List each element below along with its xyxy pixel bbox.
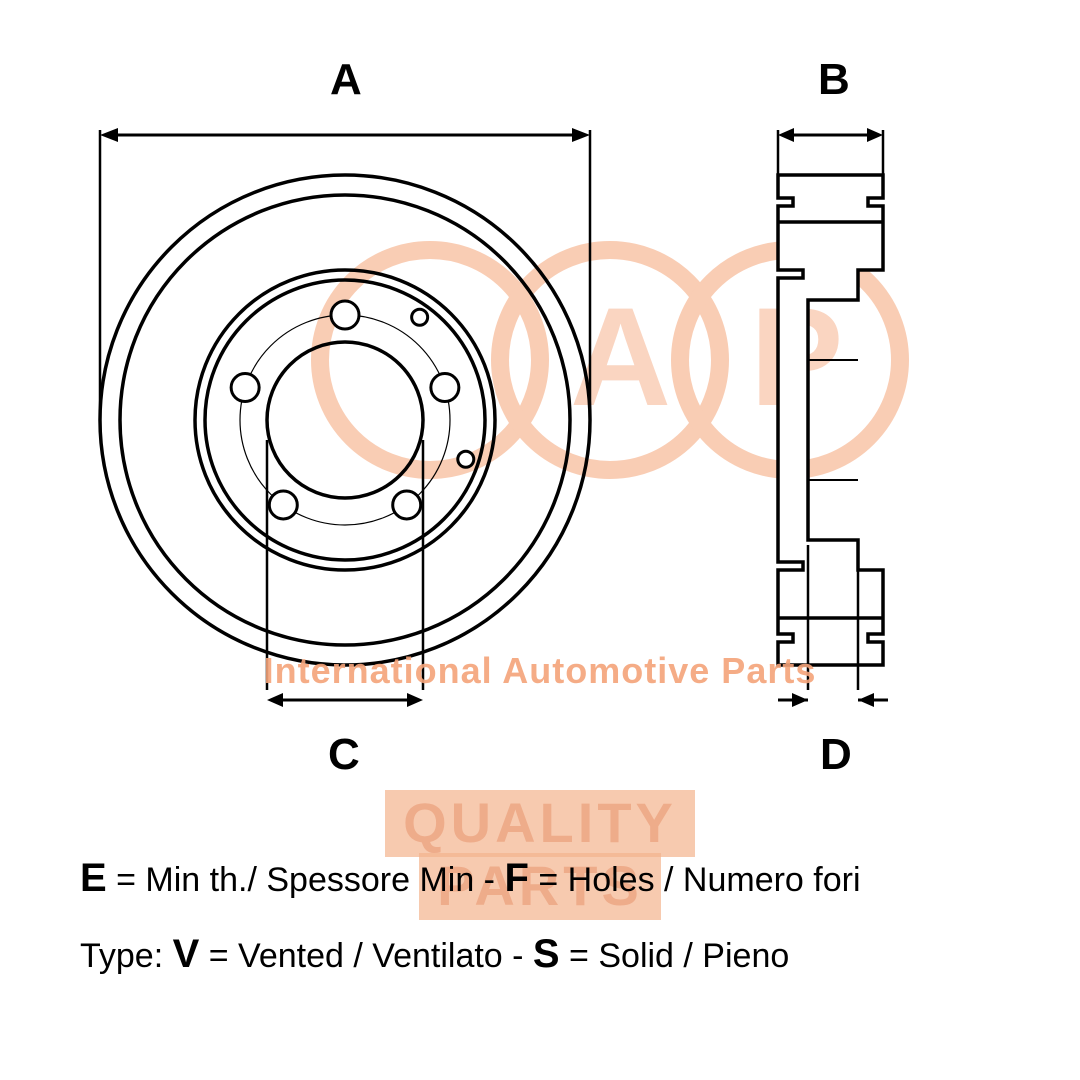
dim-label-A: A — [330, 55, 362, 105]
dim-arrow-A — [100, 125, 590, 145]
dim-arrow-C — [267, 690, 423, 710]
legend-S-key: S — [533, 932, 560, 976]
legend-line1: E = Min th./ Spessore Min - F = Holes / … — [80, 840, 1000, 916]
legend-E-key: E — [80, 856, 107, 900]
dim-arrow-D — [778, 690, 888, 710]
legend-V-key: V — [173, 932, 200, 976]
legend-E-text: = Min th./ Spessore Min - — [107, 861, 505, 899]
legend-line2: Type: V = Vented / Ventilato - S = Solid… — [80, 916, 1000, 992]
legend-F-text: = Holes / Numero fori — [529, 861, 861, 899]
diagram-area: A P I — [0, 0, 1080, 780]
watermark-tagline: International Automotive Parts — [0, 650, 1080, 692]
legend-S-text: = Solid / Pieno — [560, 937, 790, 975]
legend-type-prefix: Type: — [80, 937, 173, 975]
dim-arrow-B — [778, 125, 883, 145]
dim-label-C: C — [328, 730, 360, 780]
dim-label-B: B — [818, 55, 850, 105]
legend-F-key: F — [504, 856, 528, 900]
dim-label-D: D — [820, 730, 852, 780]
legend-V-text: = Vented / Ventilato - — [199, 937, 533, 975]
legend: E = Min th./ Spessore Min - F = Holes / … — [80, 840, 1000, 992]
